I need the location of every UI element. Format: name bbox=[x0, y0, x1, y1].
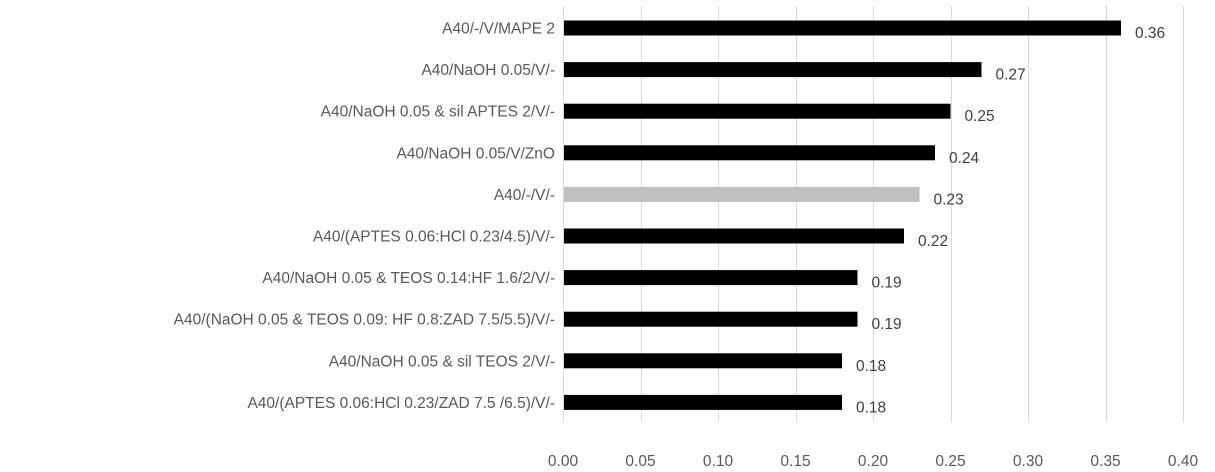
category-label: A40/-/V/MAPE 2 bbox=[442, 21, 555, 38]
category-label: A40/(APTES 0.06:HCl 0.23/4.5)/V/- bbox=[313, 229, 555, 246]
bars bbox=[564, 20, 1121, 410]
category-label: A40/NaOH 0.05 & sil TEOS 2/V/- bbox=[329, 353, 555, 370]
x-tick-label: 0.05 bbox=[625, 453, 655, 470]
category-label: A40/(APTES 0.06:HCl 0.23/ZAD 7.5 /6.5)/V… bbox=[247, 395, 555, 412]
category-label: A40/(NaOH 0.05 & TEOS 0.09: HF 0.8:ZAD 7… bbox=[174, 312, 555, 329]
x-tick-label: 0.10 bbox=[703, 453, 734, 470]
data-label: 0.22 bbox=[918, 233, 948, 250]
bar bbox=[564, 62, 982, 78]
data-label: 0.18 bbox=[856, 399, 886, 416]
data-label: 0.18 bbox=[856, 358, 886, 375]
data-label: 0.25 bbox=[965, 108, 995, 125]
x-tick-label: 0.35 bbox=[1090, 453, 1120, 470]
x-tick-label: 0.15 bbox=[780, 453, 810, 470]
x-tick-label: 0.40 bbox=[1168, 453, 1199, 470]
bar bbox=[564, 186, 920, 202]
category-label: A40/NaOH 0.05 & sil APTES 2/V/- bbox=[321, 104, 555, 121]
bar bbox=[564, 270, 858, 286]
bar bbox=[564, 228, 904, 244]
data-label: 0.19 bbox=[872, 316, 902, 333]
data-label: 0.24 bbox=[949, 150, 980, 167]
category-label: A40/NaOH 0.05/V/- bbox=[421, 62, 555, 79]
data-labels: 0.36 0.27 0.25 0.24 0.23 0.22 0.19 0.19 0.18 0.18 bbox=[856, 25, 1165, 416]
data-label: 0.36 bbox=[1135, 25, 1165, 42]
bar bbox=[564, 311, 858, 327]
data-label: 0.19 bbox=[872, 275, 902, 292]
category-label: A40/NaOH 0.05/V/ZnO bbox=[396, 145, 555, 162]
x-tick-label: 0.30 bbox=[1013, 453, 1044, 470]
bar bbox=[564, 103, 951, 119]
x-axis-tick-labels: 0.00 0.05 0.10 0.15 0.20 0.25 0.30 0.35 0.40 bbox=[548, 453, 1199, 470]
x-tick-label: 0.25 bbox=[935, 453, 965, 470]
bar bbox=[564, 394, 842, 410]
data-label: 0.27 bbox=[996, 67, 1026, 84]
bar bbox=[564, 145, 935, 161]
x-tick-label: 0.20 bbox=[858, 453, 889, 470]
data-label: 0.23 bbox=[934, 191, 964, 208]
x-tick-label: 0.00 bbox=[548, 453, 579, 470]
bar bbox=[564, 20, 1121, 36]
category-label: A40/NaOH 0.05 & TEOS 0.14:HF 1.6/2/V/- bbox=[262, 270, 555, 287]
category-labels: A40/-/V/MAPE 2 A40/NaOH 0.05/V/- A40/NaOH … bbox=[174, 21, 555, 412]
category-label: A40/-/V/- bbox=[494, 187, 555, 204]
bar bbox=[564, 353, 842, 369]
